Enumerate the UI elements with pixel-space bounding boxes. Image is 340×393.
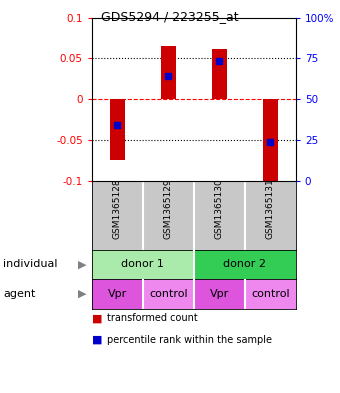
Text: ▶: ▶ <box>78 259 87 269</box>
Bar <box>161 46 176 99</box>
Bar <box>262 99 278 185</box>
Text: control: control <box>149 289 188 299</box>
Bar <box>143 279 194 309</box>
Bar <box>245 279 296 309</box>
Text: control: control <box>251 289 290 299</box>
Text: Vpr: Vpr <box>108 289 127 299</box>
Text: Vpr: Vpr <box>210 289 229 299</box>
Text: GDS5294 / 223255_at: GDS5294 / 223255_at <box>101 10 239 23</box>
Text: ▶: ▶ <box>78 289 87 299</box>
Text: GSM1365131: GSM1365131 <box>266 178 275 239</box>
Text: ■: ■ <box>92 335 102 345</box>
Text: GSM1365129: GSM1365129 <box>164 178 173 239</box>
Bar <box>194 279 245 309</box>
Text: percentile rank within the sample: percentile rank within the sample <box>107 335 272 345</box>
Text: donor 2: donor 2 <box>223 259 266 269</box>
Bar <box>92 279 143 309</box>
Bar <box>92 250 194 279</box>
Text: donor 1: donor 1 <box>121 259 164 269</box>
Text: GSM1365130: GSM1365130 <box>215 178 224 239</box>
Text: agent: agent <box>3 289 36 299</box>
Text: individual: individual <box>3 259 58 269</box>
Text: transformed count: transformed count <box>107 313 198 323</box>
Bar <box>211 49 227 99</box>
Text: ■: ■ <box>92 313 102 323</box>
Text: GSM1365128: GSM1365128 <box>113 178 122 239</box>
Bar <box>109 99 125 160</box>
Bar <box>194 250 296 279</box>
